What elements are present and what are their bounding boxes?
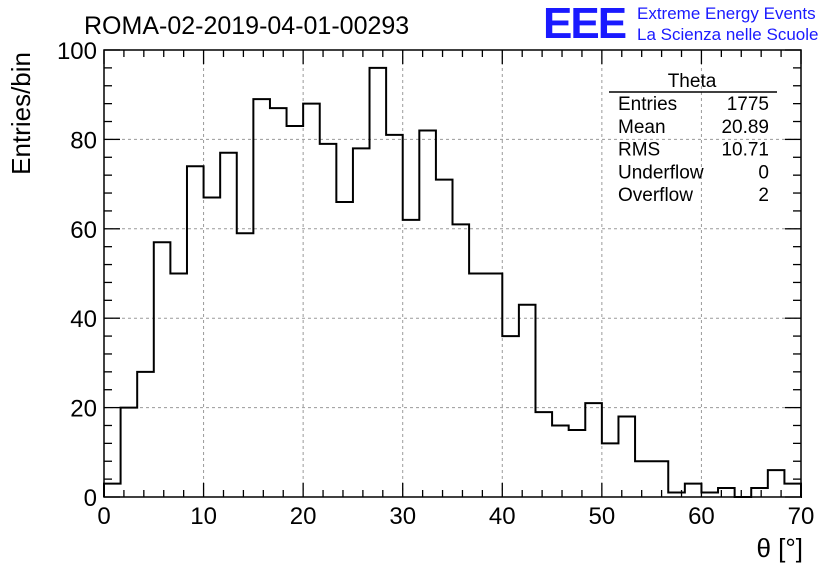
logo-line2: La Scienza nelle Scuole <box>637 25 818 44</box>
y-tick-label-4: 80 <box>70 127 97 154</box>
grid-lines <box>104 50 801 497</box>
x-tick-label-1: 10 <box>190 503 217 530</box>
logo-letters: EEE <box>543 0 626 48</box>
y-tick-label-5: 100 <box>57 38 97 65</box>
stats-value-mean: 20.89 <box>721 117 769 138</box>
logo-line1: Extreme Energy Events <box>637 4 816 23</box>
y-axis-title: Entries/bin <box>6 52 36 175</box>
stats-label-overflow: Overflow <box>618 185 693 206</box>
x-tick-label-3: 30 <box>389 503 416 530</box>
stats-label-rms: RMS <box>618 140 660 161</box>
histogram-series <box>103 66 803 498</box>
x-tick-label-6: 60 <box>688 503 715 530</box>
stats-name: Theta <box>668 71 717 92</box>
x-tick-label-0: 0 <box>97 503 110 530</box>
x-tick-label-5: 50 <box>589 503 616 530</box>
stats-box: Theta Entries 1775 Mean 20.89 RMS 10.71 Underf… <box>609 71 777 206</box>
stats-value-rms: 10.71 <box>721 140 769 161</box>
stats-value-overflow: 2 <box>758 185 769 206</box>
y-tick-label-3: 60 <box>70 217 97 244</box>
y-tick-label-1: 20 <box>70 396 97 423</box>
stats-label-mean: Mean <box>618 117 666 138</box>
x-tick-labels: 0 10 20 30 40 50 60 70 <box>97 503 814 530</box>
y-tick-labels: 0 20 40 60 80 100 <box>57 38 97 512</box>
x-axis-title: θ [°] <box>756 533 803 563</box>
chart-title: ROMA-02-2019-04-01-00293 <box>84 12 409 40</box>
stats-label-underflow: Underflow <box>618 162 704 183</box>
stats-value-underflow: 0 <box>758 162 769 183</box>
y-tick-label-2: 40 <box>70 306 97 333</box>
plot-frame <box>103 49 802 498</box>
x-tick-label-7: 70 <box>788 503 815 530</box>
stats-value-entries: 1775 <box>727 94 769 115</box>
eee-logo: EEE Extreme Energy Events La Scienza nel… <box>543 0 818 48</box>
stats-label-entries: Entries <box>618 94 677 115</box>
axis-ticks <box>103 49 802 498</box>
x-tick-label-4: 40 <box>489 503 516 530</box>
y-tick-label-0: 0 <box>84 485 97 512</box>
x-tick-label-2: 20 <box>290 503 317 530</box>
